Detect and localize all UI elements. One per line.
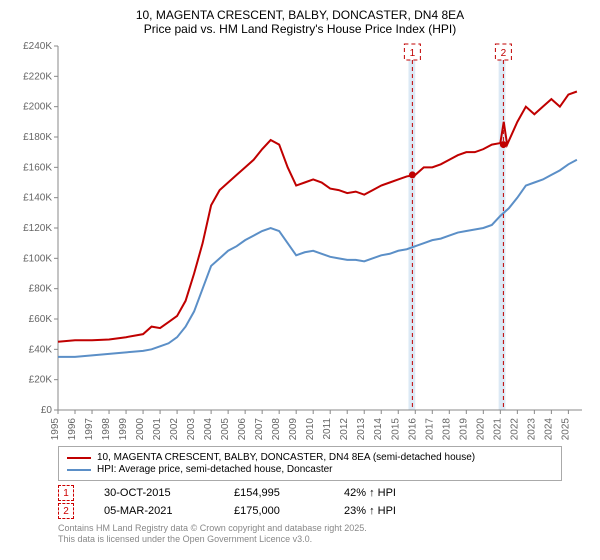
x-tick-label: 2011	[322, 418, 333, 440]
x-tick-label: 2022	[509, 418, 520, 440]
x-tick-label: 2020	[475, 418, 486, 440]
transaction-price: £175,000	[234, 505, 314, 517]
footer-line-1: Contains HM Land Registry data © Crown c…	[58, 523, 562, 534]
x-tick-label: 2002	[169, 418, 180, 440]
marker-label: 1	[410, 48, 416, 59]
x-tick-label: 2015	[390, 418, 401, 440]
x-tick-label: 2007	[254, 418, 265, 440]
x-tick-label: 2018	[441, 418, 452, 440]
x-tick-label: 2010	[305, 418, 316, 440]
x-tick-label: 1996	[67, 418, 78, 440]
x-tick-label: 2005	[220, 418, 231, 440]
x-tick-label: 2001	[152, 418, 163, 440]
marker-label: 2	[501, 48, 507, 59]
x-tick-label: 2025	[560, 418, 571, 440]
transaction-delta: 23% ↑ HPI	[344, 505, 396, 517]
y-tick-label: £100K	[23, 253, 52, 264]
x-tick-label: 2019	[458, 418, 469, 440]
x-tick-label: 2014	[373, 418, 384, 440]
chart-svg: £0 £20K £40K £60K £80K £100K £120K £140K £160K £1…	[8, 40, 592, 440]
transaction-marker: 2	[58, 503, 74, 519]
x-tick-label: 2024	[543, 418, 554, 440]
x-tick-label: 2021	[492, 418, 503, 440]
x-tick-label: 1995	[50, 418, 61, 440]
transaction-row: 2 05-MAR-2021 £175,000 23% ↑ HPI	[58, 503, 562, 519]
chart-title-block: 10, MAGENTA CRESCENT, BALBY, DONCASTER, …	[8, 8, 592, 36]
x-tick-label: 2008	[271, 418, 282, 440]
shaded-band	[499, 46, 506, 410]
marker-dot	[500, 141, 507, 148]
x-tick-label: 2009	[288, 418, 299, 440]
legend-swatch	[67, 469, 91, 471]
shaded-band	[408, 46, 415, 410]
y-tick-label: £140K	[23, 193, 52, 204]
x-tick-label: 2012	[339, 418, 350, 440]
legend-label: HPI: Average price, semi-detached house,…	[97, 464, 333, 475]
legend: 10, MAGENTA CRESCENT, BALBY, DONCASTER, …	[58, 446, 562, 481]
x-tick-label: 2016	[407, 418, 418, 440]
y-tick-label: £80K	[29, 284, 53, 295]
x-tick-label: 1998	[101, 418, 112, 440]
y-tick-label: £200K	[23, 102, 52, 113]
y-tick-label: £0	[41, 405, 53, 416]
title-line-1: 10, MAGENTA CRESCENT, BALBY, DONCASTER, …	[8, 8, 592, 22]
y-tick-label: £220K	[23, 71, 52, 82]
y-tick-label: £180K	[23, 132, 52, 143]
legend-swatch	[67, 457, 91, 459]
transaction-row: 1 30-OCT-2015 £154,995 42% ↑ HPI	[58, 485, 562, 501]
x-tick-label: 2023	[526, 418, 537, 440]
y-tick-label: £120K	[23, 223, 52, 234]
x-tick-label: 2013	[356, 418, 367, 440]
y-tick-label: £20K	[29, 375, 53, 386]
chart-area: £0 £20K £40K £60K £80K £100K £120K £140K £160K £1…	[8, 40, 592, 440]
transaction-marker: 1	[58, 485, 74, 501]
legend-item: 10, MAGENTA CRESCENT, BALBY, DONCASTER, …	[67, 452, 553, 463]
x-tick-label: 2006	[237, 418, 248, 440]
x-tick-label: 2004	[203, 418, 214, 440]
x-tick-label: 1997	[84, 418, 95, 440]
transaction-price: £154,995	[234, 487, 314, 499]
y-tick-label: £240K	[23, 41, 52, 52]
y-tick-label: £160K	[23, 162, 52, 173]
transaction-date: 30-OCT-2015	[104, 487, 204, 499]
x-tick-label: 1999	[118, 418, 129, 440]
title-line-2: Price paid vs. HM Land Registry's House …	[8, 22, 592, 36]
footer-attribution: Contains HM Land Registry data © Crown c…	[58, 523, 562, 545]
y-tick-label: £60K	[29, 314, 53, 325]
legend-label: 10, MAGENTA CRESCENT, BALBY, DONCASTER, …	[97, 452, 475, 463]
transaction-rows: 1 30-OCT-2015 £154,995 42% ↑ HPI 2 05-MAR-202…	[58, 485, 562, 519]
x-tick-label: 2000	[135, 418, 146, 440]
transaction-delta: 42% ↑ HPI	[344, 487, 396, 499]
x-tick-label: 2017	[424, 418, 435, 440]
marker-dot	[409, 171, 416, 178]
transaction-date: 05-MAR-2021	[104, 505, 204, 517]
legend-item: HPI: Average price, semi-detached house,…	[67, 464, 553, 475]
footer-line-2: This data is licensed under the Open Gov…	[58, 534, 562, 545]
y-tick-label: £40K	[29, 344, 53, 355]
x-tick-label: 2003	[186, 418, 197, 440]
